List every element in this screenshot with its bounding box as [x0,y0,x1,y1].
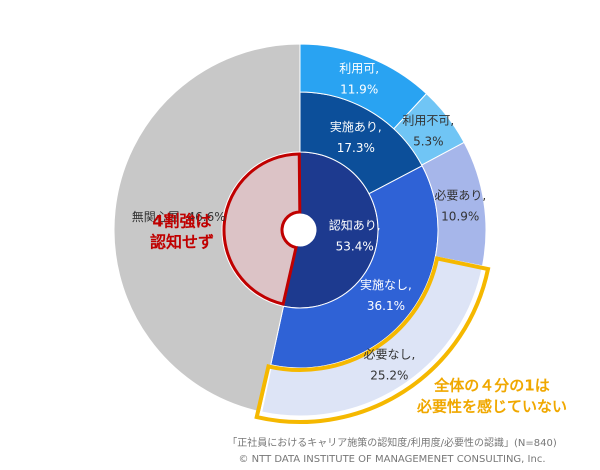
value-label: 5.3% [413,135,444,149]
segment-name: 利用可, [339,62,379,76]
segment-name: 実施あり, [330,119,382,134]
highlight-outline [254,256,491,424]
value-label: 10.9% [441,210,479,224]
segment-name: 実施なし, [360,277,412,292]
annotation: 4割強は [152,212,211,231]
value-label: 17.3% [337,141,375,155]
segment [113,43,301,413]
annotation: 全体の４分の1は [433,377,549,395]
center-hole [284,214,316,246]
segment-name: 必要なし, [363,348,415,362]
segment-name: 認知あり, [329,217,381,232]
segment-name: 無関心層, [132,208,184,223]
value-label: 36.1% [367,299,405,313]
value-label: 46.6% [188,209,226,223]
segment-name: 利用不可, [402,114,454,128]
value-label: 53.4% [336,239,374,253]
value-label: 11.9% [340,83,378,97]
annotation: 認知せず [150,233,214,252]
segment-name: 必要あり, [434,189,486,203]
footnote: © NTT DATA INSTITUTE OF MANAGEMENET CONS… [238,454,545,465]
data-label: 無関心層, 46.6% [132,208,226,223]
segment [261,256,484,417]
highlight-outline [222,152,302,306]
annotation: 必要性を感じていない [416,398,567,416]
value-label: 25.2% [370,369,408,383]
footnote: 「正社員におけるキャリア施策の認知度/利用度/必要性の認識」(N=840) [227,436,557,449]
